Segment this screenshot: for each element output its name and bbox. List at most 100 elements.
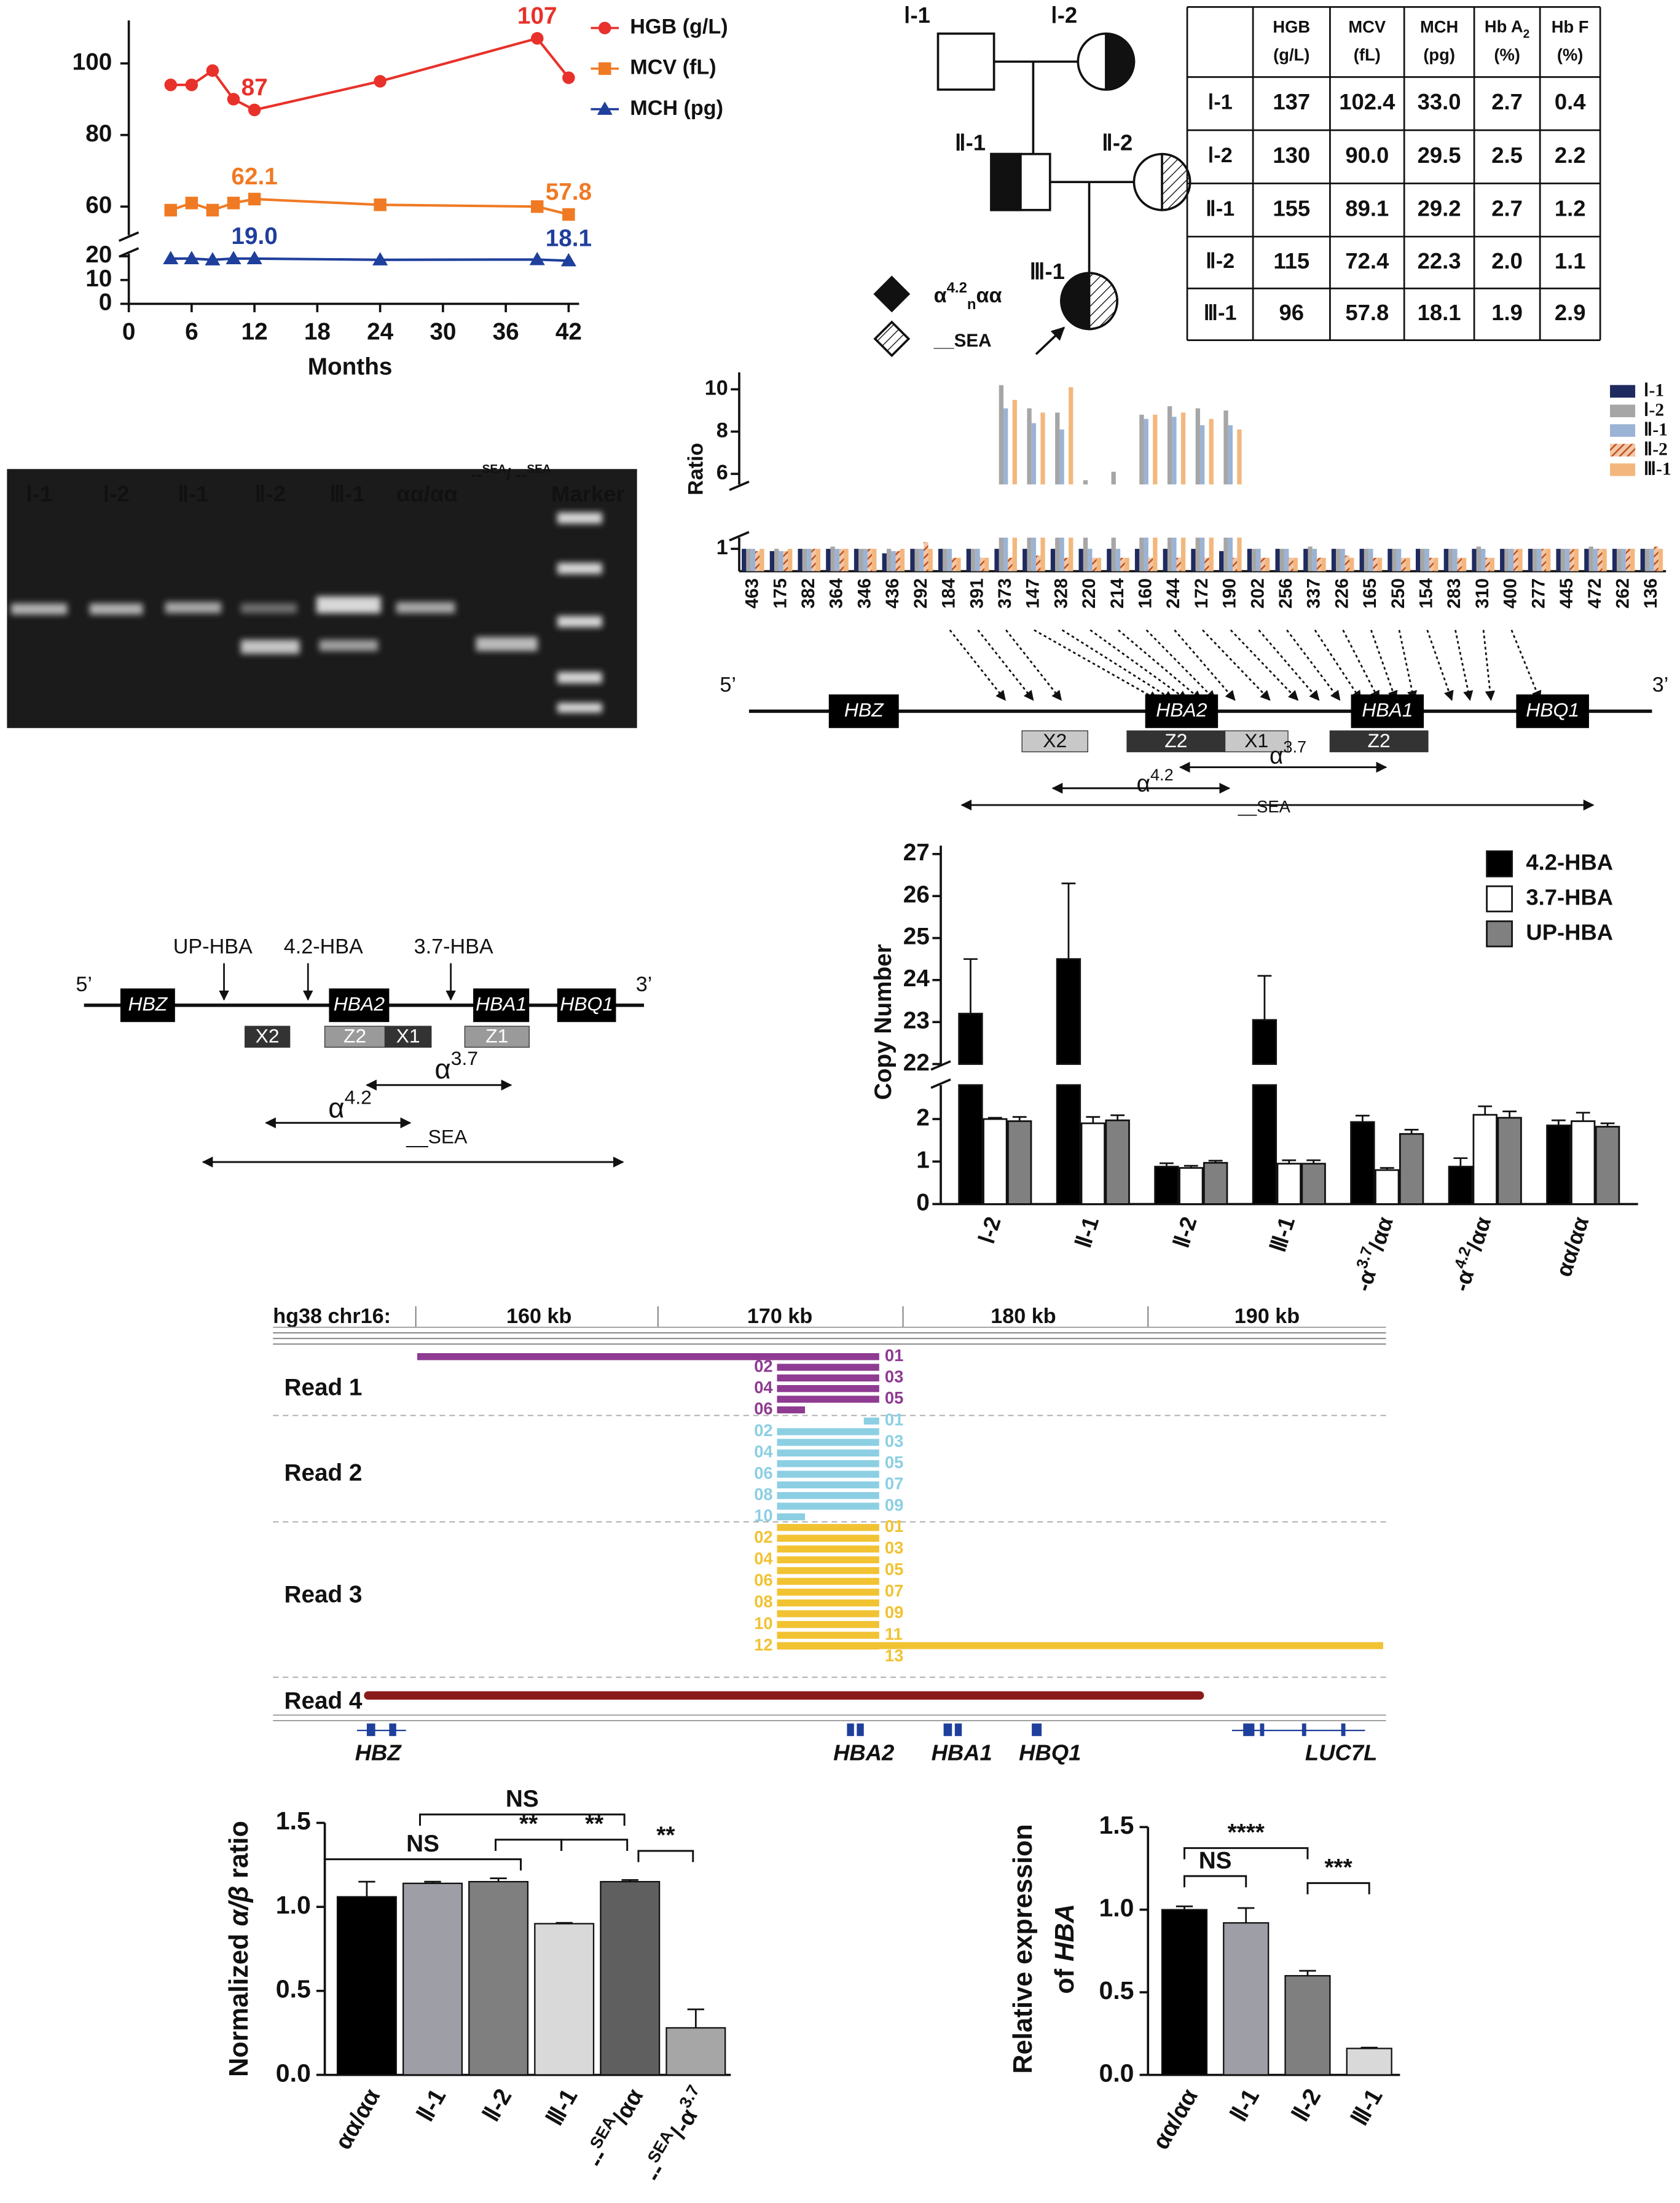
read-id: 02 bbox=[754, 1527, 772, 1546]
table-cell: 2.9 bbox=[1555, 300, 1586, 325]
deletion-label-part: α bbox=[328, 1093, 344, 1124]
region-box bbox=[384, 1026, 432, 1048]
probe-label: 4.2-HBA bbox=[284, 935, 363, 958]
table-cell: 155 bbox=[1273, 195, 1310, 221]
bar bbox=[755, 551, 760, 571]
x-tick-label: 184 bbox=[939, 578, 959, 608]
bar bbox=[1199, 425, 1205, 485]
data-label: 62.1 bbox=[231, 163, 277, 190]
x-tick-label: 328 bbox=[1051, 578, 1071, 608]
row-label: Ⅰ-1 bbox=[1207, 91, 1232, 114]
marker bbox=[185, 197, 198, 210]
y-axis-label-part: Normalized bbox=[224, 1926, 254, 2077]
bar bbox=[1247, 549, 1252, 571]
x-tick-label: Ⅱ-1 bbox=[1070, 1214, 1104, 1251]
read-segment bbox=[777, 1502, 879, 1510]
legend-marker bbox=[597, 101, 613, 115]
x-axis-label: Months bbox=[308, 353, 393, 380]
bar bbox=[1546, 1125, 1571, 1205]
bar bbox=[1083, 537, 1088, 571]
exon bbox=[943, 1723, 952, 1737]
x-tick-label: 147 bbox=[1023, 578, 1043, 608]
legend-label-part: αα bbox=[976, 284, 1002, 307]
significance-bracket bbox=[560, 1839, 629, 1851]
table-cell: 57.8 bbox=[1345, 300, 1389, 325]
bar bbox=[1232, 557, 1238, 571]
band bbox=[240, 640, 300, 654]
bar bbox=[839, 549, 844, 571]
axis-break bbox=[930, 1060, 951, 1071]
bar bbox=[1654, 546, 1658, 571]
probe-pointer bbox=[1061, 629, 1174, 701]
y-axis-label: Relative expression bbox=[1008, 1824, 1038, 2073]
exon bbox=[847, 1723, 854, 1737]
read-segment bbox=[777, 1534, 879, 1542]
gene-label: HBZ bbox=[128, 992, 168, 1015]
member-label: Ⅰ-2 bbox=[1051, 2, 1077, 28]
bar bbox=[872, 549, 877, 571]
marker bbox=[560, 253, 576, 267]
table-cell: 33.0 bbox=[1418, 89, 1461, 114]
member-label: Ⅱ-2 bbox=[1102, 130, 1132, 155]
bar bbox=[1350, 1121, 1375, 1205]
table-cell: 130 bbox=[1273, 143, 1310, 168]
region-box bbox=[1021, 730, 1088, 753]
bar bbox=[1457, 557, 1462, 571]
deletion-label-part: 3.7 bbox=[451, 1047, 478, 1069]
ruler-label: 170 kb bbox=[747, 1305, 812, 1328]
x-tick-label: 463 bbox=[742, 578, 763, 608]
bar bbox=[1625, 549, 1631, 571]
bar bbox=[1528, 549, 1533, 571]
bar bbox=[1303, 549, 1308, 571]
marker bbox=[374, 198, 387, 211]
table-cell: 89.1 bbox=[1345, 195, 1389, 221]
gene-name: HBA1 bbox=[932, 1740, 992, 1765]
bar bbox=[1252, 1019, 1278, 1065]
bar bbox=[1312, 549, 1317, 571]
x-tick-label: --SEA/αα bbox=[578, 2081, 649, 2172]
bar bbox=[1180, 412, 1186, 485]
read-id: 09 bbox=[885, 1603, 903, 1622]
read-segment bbox=[777, 1471, 879, 1478]
bar bbox=[807, 549, 812, 571]
exon bbox=[1341, 1723, 1346, 1737]
read-segment bbox=[777, 1449, 879, 1457]
marker bbox=[227, 197, 240, 210]
bar bbox=[1279, 549, 1285, 571]
bar bbox=[600, 1880, 661, 2076]
exon bbox=[366, 1723, 375, 1737]
row-label: Ⅰ-2 bbox=[1207, 144, 1232, 167]
x-tick-label: 346 bbox=[854, 578, 874, 608]
table-cell: 2.2 bbox=[1555, 143, 1586, 168]
bar bbox=[1649, 549, 1654, 571]
x-tick-label: 175 bbox=[770, 578, 790, 608]
bar bbox=[1448, 1166, 1474, 1205]
y-tick-label: 0.0 bbox=[1099, 2059, 1134, 2087]
bar bbox=[1069, 387, 1074, 485]
legend-label: Ⅲ-1 bbox=[1644, 459, 1671, 479]
region-label: Z2 bbox=[343, 1025, 366, 1047]
bar bbox=[1153, 537, 1158, 571]
probe-pointer bbox=[1230, 629, 1299, 701]
region-label: X1 bbox=[1244, 729, 1268, 752]
exon bbox=[1260, 1723, 1265, 1737]
bar bbox=[1472, 1113, 1497, 1205]
exon bbox=[954, 1723, 962, 1737]
legend-swatch bbox=[1610, 463, 1636, 476]
axis-break bbox=[118, 247, 139, 258]
probe-pointer bbox=[1118, 629, 1203, 701]
table-cell: 29.2 bbox=[1418, 195, 1461, 221]
band bbox=[396, 602, 455, 613]
y-axis-label: Copy Number bbox=[870, 944, 897, 1100]
read-segment bbox=[777, 1556, 879, 1564]
gene-box bbox=[1145, 694, 1219, 728]
bar bbox=[1176, 557, 1181, 571]
bar bbox=[1276, 1163, 1301, 1205]
bar bbox=[1392, 549, 1397, 571]
gene-label: HBA2 bbox=[1156, 699, 1207, 721]
legend-swatch bbox=[1610, 404, 1636, 417]
region-box bbox=[1126, 730, 1226, 753]
read-group-label: Read 3 bbox=[285, 1582, 363, 1608]
y-tick-label: 0.5 bbox=[1099, 1976, 1134, 2005]
bar bbox=[1007, 1120, 1032, 1205]
